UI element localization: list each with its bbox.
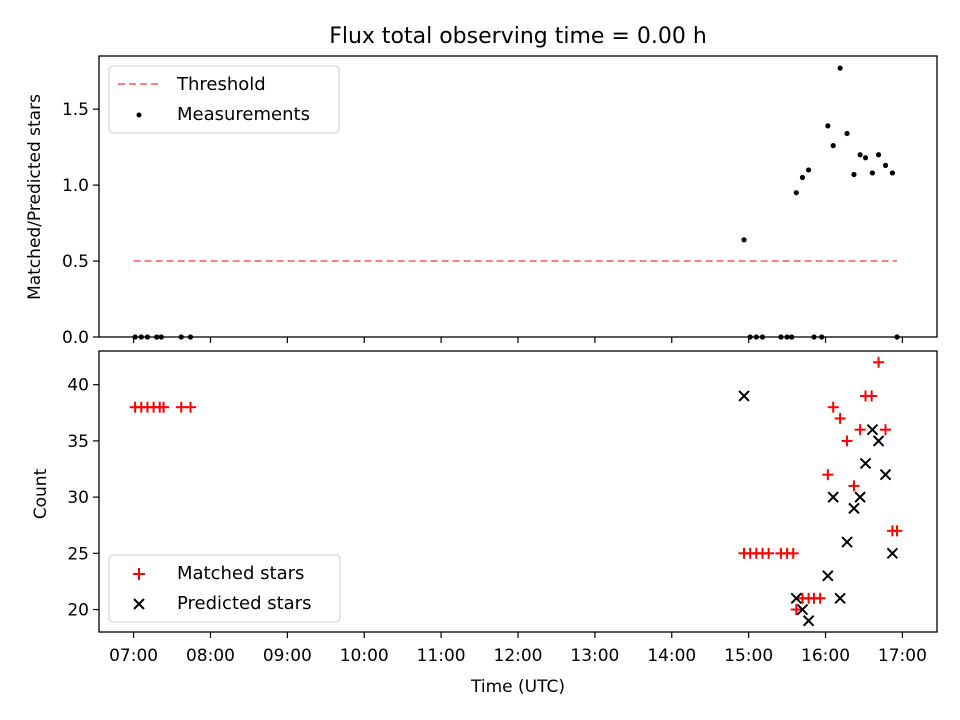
- predicted-star-point: [859, 457, 872, 470]
- measurement-point: [825, 123, 831, 129]
- matched-star-point: [822, 469, 834, 481]
- matched-star-point: [175, 401, 187, 413]
- bottom-x-ticks: 07:00 08:00 09:00 10:00 11:00 12:00 13:00 14:00…: [109, 632, 927, 666]
- predicted-star-point: [866, 423, 879, 436]
- bottom-y-axis-label: Count: [31, 468, 51, 519]
- predicted-star-point: [886, 547, 899, 560]
- measurement-point: [869, 170, 876, 176]
- predicted-star-point: [879, 468, 892, 481]
- bottom-legend-box: [108, 554, 341, 623]
- top-axes-frame: [98, 55, 938, 338]
- predicted-stars-legend-swatch: [133, 598, 145, 610]
- matched-star-point: [787, 547, 799, 559]
- matched-star-point: [848, 480, 860, 492]
- bottom-y-ticks: 20 25 30 35 40: [67, 376, 99, 621]
- measurement-point: [741, 237, 747, 243]
- predicted-star-point: [848, 502, 860, 515]
- predicted-star-point: [872, 435, 885, 447]
- matched-star-point: [158, 401, 170, 413]
- x-tick-label: 14:00: [647, 646, 696, 666]
- x-axis-label: Time (UTC): [470, 677, 565, 697]
- predicted-star-point: [790, 592, 803, 604]
- measurement-point: [889, 170, 896, 176]
- x-tick-label: 15:00: [724, 646, 773, 666]
- predicted-star-point: [822, 570, 834, 582]
- y-tick-label: 1.0: [62, 176, 89, 196]
- matched-star-point: [841, 435, 853, 447]
- matched-star-point: [827, 401, 839, 413]
- top-legend-box: [108, 65, 340, 134]
- measurement-point: [862, 155, 869, 161]
- x-tick-label: 10:00: [340, 646, 389, 666]
- predicted-star-point: [834, 592, 846, 604]
- measurement-point: [857, 152, 863, 158]
- x-tick-label: 09:00: [263, 646, 312, 666]
- matched-star-point: [814, 592, 826, 604]
- predicted-star-point: [827, 491, 839, 503]
- bottom-axes-frame: [98, 350, 938, 633]
- y-tick-label: 35: [67, 432, 89, 452]
- bottom-points-layer: [129, 356, 903, 627]
- measurement-point: [830, 143, 836, 149]
- matched-star-point: [866, 390, 878, 402]
- matched-star-point: [763, 547, 775, 559]
- matched-star-point: [879, 424, 891, 436]
- predicted-star-point: [796, 603, 809, 616]
- matched-stars-legend-label: Matched stars: [177, 563, 304, 584]
- measurement-point: [837, 65, 843, 71]
- top-axes: 0.0 0.5 1.0 1.5 Matched/Predicted stars Thr…: [25, 55, 938, 348]
- threshold-legend-label: Threshold: [176, 74, 266, 95]
- top-y-ticks: 0.0 0.5 1.0 1.5: [62, 100, 99, 348]
- x-tick-label: 12:00: [494, 646, 543, 666]
- top-legend: Threshold Measurements: [108, 65, 340, 134]
- measurement-point: [806, 167, 812, 173]
- measurement-point: [851, 171, 857, 178]
- matched-star-point: [184, 401, 196, 413]
- measurements-legend-swatch: [136, 112, 142, 118]
- y-tick-label: 0.5: [62, 252, 89, 272]
- predicted-star-point: [802, 615, 815, 627]
- y-tick-label: 30: [67, 488, 89, 508]
- x-tick-label: 16:00: [801, 646, 850, 666]
- x-tick-label: 11:00: [417, 646, 466, 666]
- predicted-star-point: [854, 491, 866, 503]
- x-tick-label: 08:00: [186, 646, 235, 666]
- top-x-ticks: [132, 337, 904, 343]
- measurements-legend-label: Measurements: [177, 104, 310, 125]
- figure-title: Flux total observing time = 0.00 h: [329, 24, 707, 49]
- matched-stars-legend-swatch: [133, 568, 145, 580]
- measurement-point: [844, 130, 850, 137]
- top-y-axis-label: Matched/Predicted stars: [25, 94, 45, 300]
- x-tick-label: 07:00: [109, 646, 158, 666]
- matched-star-point: [873, 356, 885, 368]
- matched-star-point: [891, 525, 903, 537]
- measurement-point: [882, 162, 889, 168]
- bottom-legend: Matched stars Predicted stars: [108, 554, 341, 623]
- matched-star-point: [854, 424, 866, 436]
- measurement-point: [875, 152, 882, 158]
- y-tick-label: 20: [67, 601, 89, 621]
- matched-star-point: [834, 412, 846, 424]
- bottom-axes: 07:00 08:00 09:00 10:00 11:00 12:00 13:00 14:00…: [31, 350, 938, 697]
- predicted-star-point: [738, 390, 750, 402]
- y-tick-label: 1.5: [62, 100, 89, 120]
- matched-star-point: [790, 604, 802, 616]
- predicted-stars-legend-label: Predicted stars: [177, 593, 311, 614]
- y-tick-label: 25: [67, 544, 89, 564]
- y-tick-label: 0.0: [62, 328, 89, 348]
- x-tick-label: 17:00: [878, 646, 927, 666]
- predicted-star-point: [841, 536, 853, 548]
- y-tick-label: 40: [67, 376, 89, 396]
- measurement-point: [799, 174, 806, 181]
- x-tick-label: 13:00: [570, 646, 619, 666]
- measurement-point: [793, 190, 799, 196]
